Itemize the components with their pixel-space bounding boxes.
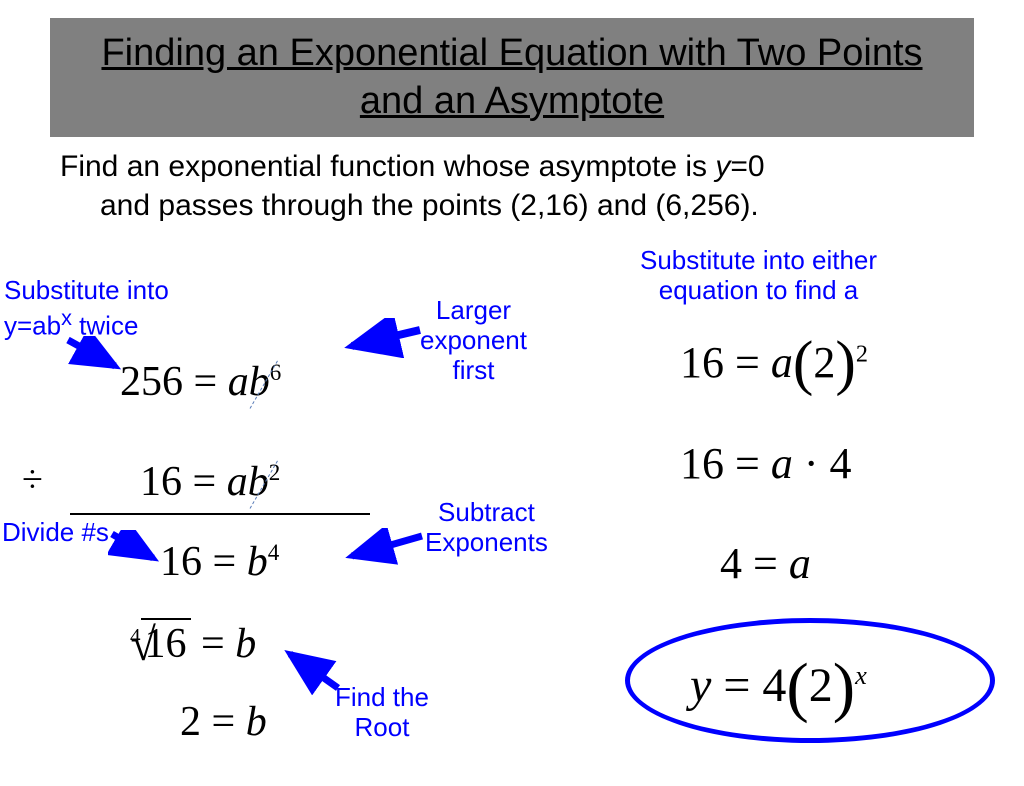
annot-larger-l3: first — [453, 355, 495, 385]
annot-substitute-either: Substitute into either equation to find … — [640, 246, 877, 306]
r1-c: 2 — [813, 338, 835, 387]
e5-b: b — [246, 699, 267, 745]
eq-2-b: 2 = b — [180, 698, 267, 746]
arrow-divide — [108, 530, 168, 570]
r2-b: a — [771, 439, 793, 488]
annot-sub-twice-exp: x — [61, 305, 72, 330]
annot-larger-l2: exponent — [420, 325, 527, 355]
annot-subtract-l1: Subtract — [438, 497, 535, 527]
r3-b: a — [789, 539, 811, 588]
arrow-sub-twice — [60, 336, 130, 376]
annot-root-l2: Root — [355, 712, 410, 742]
final-x: x — [855, 660, 867, 690]
e1-a: 256 = — [120, 359, 228, 405]
annot-larger-exponent: Larger exponent first — [420, 296, 527, 386]
eq-16-a4: 16 = a · 4 — [680, 438, 851, 489]
e3-b: b — [247, 539, 268, 585]
arrow-larger-exp — [340, 318, 430, 358]
r2-c: · 4 — [793, 439, 852, 488]
eq-4-a: 4 = a — [720, 538, 811, 589]
e5-a: 2 = — [180, 699, 246, 745]
e3-a: 16 = — [160, 539, 247, 585]
eq-16-b4: 16 = b4 — [160, 538, 279, 586]
eq-final-answer: y = 4(2)x — [690, 648, 867, 726]
problem-line1a: Find an exponential function whose asymp… — [60, 150, 715, 183]
e3-exp: 4 — [268, 539, 280, 565]
annot-subtract-l2: Exponents — [425, 527, 548, 557]
e4-b: b — [235, 621, 256, 667]
e2-a: 16 = — [140, 459, 227, 505]
annot-sub-twice-l2a: y=ab — [4, 311, 61, 341]
eq-256-ab6: 256 = ab6 — [120, 358, 281, 406]
e4-eq: = — [191, 621, 236, 667]
eq-16-a2sq: 16 = a(2)2 — [680, 328, 868, 399]
final-y: y — [690, 659, 711, 712]
annot-sub-either-l2: equation to find a — [659, 275, 859, 305]
annot-divide: Divide #s — [2, 518, 109, 548]
e2-b: ab — [227, 459, 269, 505]
annot-larger-l1: Larger — [436, 295, 511, 325]
r2-a: 16 = — [680, 439, 771, 488]
divide-sign: ÷ — [22, 458, 43, 502]
r1-a: 16 = — [680, 338, 771, 387]
eq-16-ab2: 16 = ab2 — [140, 458, 280, 506]
arrow-root — [280, 646, 350, 696]
r1-exp: 2 — [856, 340, 868, 367]
annot-substitute-twice: Substitute into y=abx twice — [4, 276, 169, 341]
eq-4throot-16-b: 4√16 = b — [130, 618, 256, 668]
annot-sub-twice-l1: Substitute into — [4, 275, 169, 305]
problem-line2: and passes through the points (2,16) and… — [100, 189, 759, 222]
final-eq4: = 4 — [711, 659, 786, 712]
r1-b: a — [771, 338, 793, 387]
final-2: 2 — [809, 659, 833, 712]
problem-statement: Find an exponential function whose asymp… — [60, 147, 964, 225]
problem-line1b: =0 — [730, 150, 764, 183]
problem-y: y — [715, 150, 730, 183]
slide-title: Finding an Exponential Equation with Two… — [50, 18, 974, 137]
division-line — [70, 513, 370, 515]
arrow-subtract — [340, 528, 430, 568]
r3-a: 4 = — [720, 539, 789, 588]
annot-sub-either-l1: Substitute into either — [640, 245, 877, 275]
annot-subtract: Subtract Exponents — [425, 498, 548, 558]
